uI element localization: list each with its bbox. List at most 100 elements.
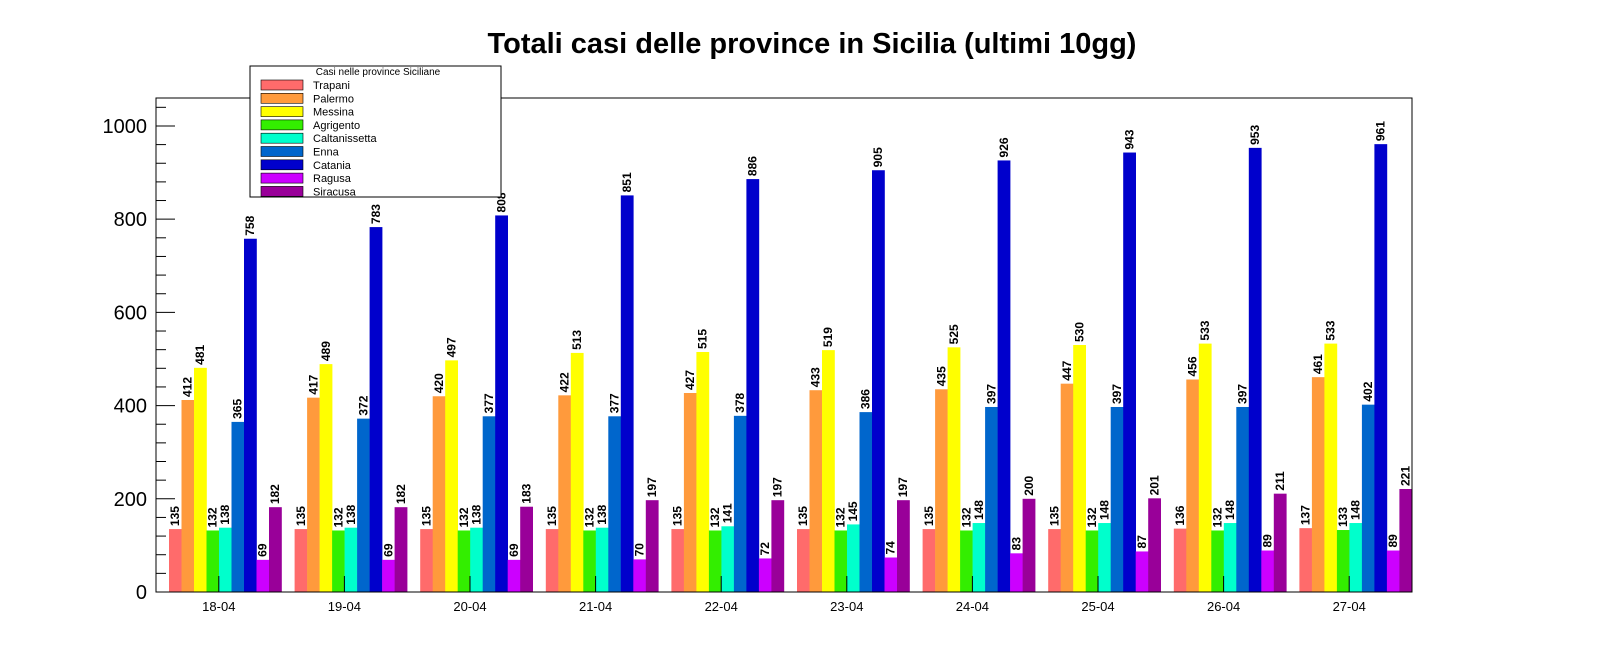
legend-swatch-enna: [260, 146, 304, 157]
data-label-messina-25-04: 530: [1072, 322, 1086, 342]
data-label-trapani-19-04: 135: [294, 506, 308, 526]
data-label-messina-19-04: 489: [319, 341, 333, 361]
data-label-trapani-18-04: 135: [168, 506, 182, 526]
bar-messina-22-04: [696, 351, 710, 592]
bar-caltanissetta-19-04: [344, 527, 358, 592]
bar-messina-26-04: [1198, 343, 1212, 592]
bar-trapani-23-04: [797, 529, 810, 592]
data-label-siracusa-24-04: 200: [1022, 475, 1036, 495]
legend-swatch-palermo: [260, 93, 304, 104]
bar-siracusa-19-04: [394, 507, 408, 592]
bar-catania-27-04: [1374, 144, 1388, 592]
data-label-enna-25-04: 397: [1110, 384, 1124, 404]
bar-siracusa-18-04: [269, 507, 282, 592]
bar-catania-23-04: [872, 170, 885, 593]
bar-caltanissetta-27-04: [1349, 523, 1363, 592]
bar-agrigento-22-04: [708, 530, 722, 592]
bar-caltanissetta-18-04: [219, 527, 232, 592]
data-label-enna-22-04: 378: [733, 392, 747, 412]
data-label-agrigento-27-04: 133: [1336, 507, 1350, 527]
legend-label-caltanissetta: Caltanissetta: [313, 133, 377, 145]
legend-label-agrigento: Agrigento: [313, 120, 360, 132]
data-label-palermo-22-04: 427: [683, 370, 697, 390]
bar-caltanissetta-22-04: [721, 526, 735, 592]
bar-enna-22-04: [733, 415, 747, 592]
bar-messina-23-04: [822, 350, 835, 592]
bar-enna-25-04: [1110, 406, 1124, 592]
data-label-caltanissetta-21-04: 138: [595, 504, 609, 524]
data-label-messina-21-04: 513: [570, 330, 584, 350]
x-tick-label-20-04: 20-04: [453, 599, 486, 614]
data-label-caltanissetta-24-04: 148: [972, 500, 986, 520]
y-axis: 0 200 400 600 800 1000: [103, 106, 175, 604]
data-label-messina-22-04: 515: [696, 329, 710, 349]
legend-swatch-siracusa: [260, 186, 304, 197]
bar-siracusa-21-04: [645, 500, 659, 592]
bar-agrigento-26-04: [1211, 530, 1225, 592]
bar-palermo-26-04: [1186, 379, 1200, 592]
data-label-catania-21-04: 851: [620, 172, 634, 192]
bar-palermo-20-04: [432, 396, 446, 592]
bar-agrigento-24-04: [960, 530, 973, 592]
data-label-palermo-26-04: 456: [1186, 356, 1200, 376]
bar-siracusa-20-04: [520, 506, 533, 592]
data-labels-layer: 1354124811321383657586918213541748913213…: [168, 121, 1412, 557]
bar-caltanissetta-25-04: [1098, 523, 1111, 592]
data-label-ragusa-24-04: 83: [1009, 537, 1023, 551]
data-label-catania-18-04: 758: [243, 215, 257, 235]
bar-agrigento-23-04: [834, 530, 848, 592]
data-label-caltanissetta-23-04: 145: [846, 501, 860, 521]
data-label-siracusa-19-04: 182: [394, 484, 408, 504]
y-tick-label: 600: [114, 302, 147, 324]
bar-catania-19-04: [369, 227, 383, 592]
bar-enna-21-04: [608, 416, 622, 592]
data-label-messina-18-04: 481: [193, 344, 207, 364]
bar-siracusa-27-04: [1399, 489, 1413, 592]
data-label-messina-24-04: 525: [947, 324, 961, 344]
plot-frame: [155, 97, 1413, 593]
bar-messina-20-04: [445, 360, 458, 592]
data-label-agrigento-22-04: 132: [708, 507, 722, 527]
y-tick-label: 800: [114, 209, 147, 231]
data-label-messina-26-04: 533: [1198, 320, 1212, 340]
data-label-enna-24-04: 397: [984, 384, 998, 404]
bar-agrigento-21-04: [583, 530, 597, 592]
x-tick-label-22-04: 22-04: [705, 599, 738, 614]
data-label-ragusa-21-04: 70: [633, 543, 647, 557]
legend: Casi nelle province Siciliane TrapaniPal…: [249, 65, 502, 198]
bar-ragusa-20-04: [507, 559, 521, 592]
x-axis: 18-04 19-04 20-04 21-04 22-04 23-04 24-04 25-04…: [202, 576, 1366, 614]
x-tick-label-23-04: 23-04: [830, 599, 863, 614]
data-label-caltanissetta-25-04: 148: [1097, 500, 1111, 520]
bar-trapani-26-04: [1173, 528, 1187, 592]
bar-trapani-21-04: [545, 529, 559, 592]
data-label-enna-21-04: 377: [608, 393, 622, 413]
bar-ragusa-27-04: [1386, 550, 1400, 592]
bar-messina-25-04: [1073, 345, 1086, 592]
data-label-caltanissetta-20-04: 138: [469, 504, 483, 524]
y-tick-label: 200: [114, 489, 147, 511]
bar-ragusa-23-04: [884, 557, 898, 592]
legend-swatch-agrigento: [260, 119, 304, 131]
legend-title: Casi nelle province Siciliane: [316, 67, 441, 78]
bar-trapani-20-04: [420, 529, 433, 592]
bar-messina-19-04: [319, 364, 333, 592]
data-label-agrigento-19-04: 132: [331, 507, 345, 527]
bar-ragusa-25-04: [1135, 551, 1149, 592]
data-label-agrigento-23-04: 132: [834, 507, 848, 527]
bar-catania-22-04: [746, 179, 760, 592]
bar-messina-18-04: [194, 367, 207, 592]
data-label-agrigento-25-04: 132: [1085, 507, 1099, 527]
legend-swatch-ragusa: [260, 172, 304, 184]
data-label-siracusa-22-04: 197: [771, 477, 785, 497]
bar-trapani-27-04: [1299, 528, 1313, 592]
data-label-enna-19-04: 372: [356, 395, 370, 415]
data-label-ragusa-25-04: 87: [1135, 535, 1149, 549]
x-tick-label-26-04: 26-04: [1207, 599, 1240, 614]
data-label-trapani-23-04: 135: [796, 506, 810, 526]
bar-palermo-22-04: [683, 393, 697, 592]
legend-swatch-caltanissetta: [260, 132, 304, 144]
data-label-catania-27-04: 961: [1374, 121, 1388, 141]
x-tick-label-27-04: 27-04: [1333, 599, 1366, 614]
x-tick-label-24-04: 24-04: [956, 599, 989, 614]
